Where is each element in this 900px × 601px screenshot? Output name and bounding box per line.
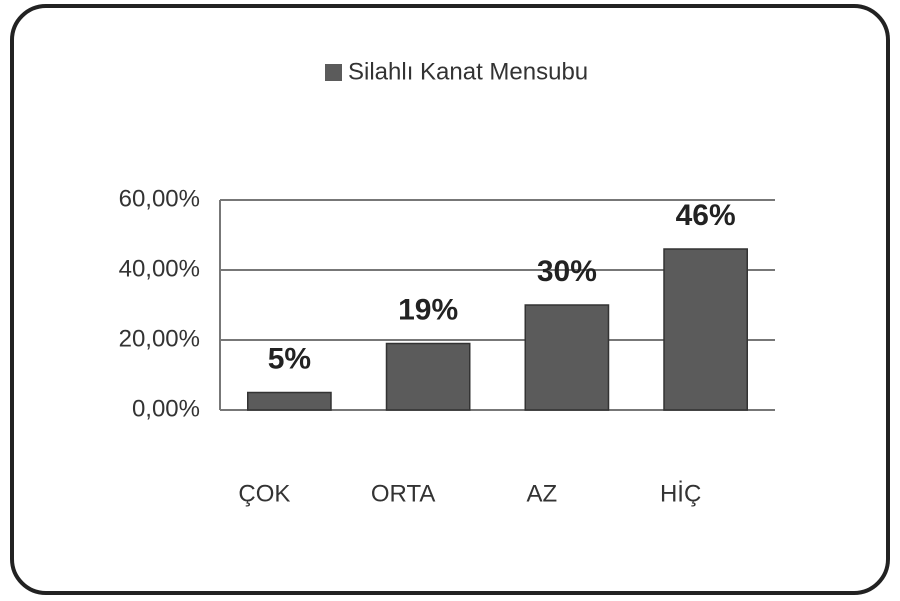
x-tick-label: HİÇ (660, 480, 701, 507)
bar (247, 391, 332, 411)
chart-frame (10, 4, 890, 595)
data-label: 46% (676, 199, 736, 232)
bar (524, 304, 610, 411)
x-tick-label: ÇOK (238, 480, 290, 507)
y-tick-label: 60,00% (119, 185, 200, 212)
x-tick-label: AZ (527, 480, 558, 507)
y-tick-label: 20,00% (119, 325, 200, 352)
y-tick-label: 0,00% (132, 395, 200, 422)
bar (663, 248, 748, 411)
data-label: 30% (537, 255, 597, 288)
data-label: 5% (268, 342, 311, 375)
y-tick-label: 40,00% (119, 255, 200, 282)
bar (385, 342, 471, 411)
legend-label: Silahlı Kanat Mensubu (348, 58, 588, 85)
legend-swatch (325, 64, 342, 81)
data-label: 19% (398, 293, 458, 326)
x-tick-label: ORTA (371, 480, 435, 507)
